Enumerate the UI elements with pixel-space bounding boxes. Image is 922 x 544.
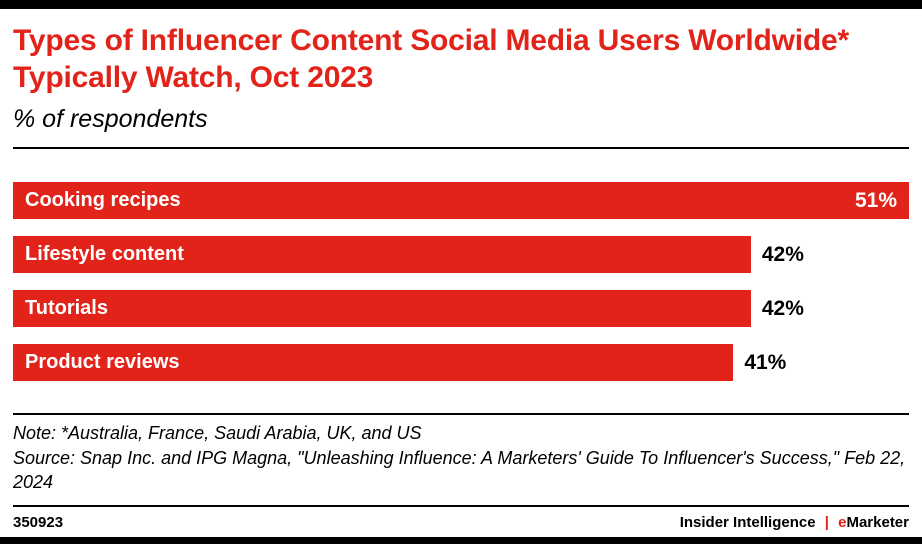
footer-divider (13, 505, 909, 508)
source-text: Source: Snap Inc. and IPG Magna, "Unleas… (13, 447, 906, 492)
bar-row: Product reviews 41% (13, 344, 909, 382)
top-border-rule (0, 0, 922, 9)
note-text: Note: *Australia, France, Saudi Arabia, … (13, 423, 422, 444)
brand-emarketer-rest: Marketer (846, 514, 909, 532)
bar-value-label: 42% (761, 242, 804, 266)
bar-value-label: 42% (761, 296, 804, 320)
chart-subtitle: % of respondents (13, 105, 208, 134)
bar-category-label: Cooking recipes (25, 189, 181, 212)
bar-category-label: Lifestyle content (25, 243, 184, 266)
brand-pipe: | (824, 514, 829, 532)
bar-row: Cooking recipes 51% (13, 182, 909, 220)
bar-category-label: Tutorials (25, 297, 108, 320)
header-divider (13, 147, 909, 150)
brand-lockup: Insider Intelligence | eMarketer (680, 514, 909, 531)
chart-title: Types of Influencer Content Social Media… (13, 24, 849, 95)
bar-category-label: Product reviews (25, 351, 180, 374)
bar-row: Lifestyle content 42% (13, 236, 909, 274)
chart-container: Types of Influencer Content Social Media… (0, 22, 922, 531)
brand-insider-intelligence: Insider Intelligence (679, 514, 816, 532)
bar-row: Tutorials 42% (13, 290, 909, 328)
footnote-block: Note: *Australia, France, Saudi Arabia, … (13, 421, 909, 494)
bar: Tutorials (13, 290, 751, 328)
brand-emarketer: eMarketer (838, 514, 909, 531)
bottom-border-rule (0, 537, 922, 544)
bar: Lifestyle content (13, 236, 751, 274)
bar: Product reviews (13, 344, 734, 382)
brand-emarketer-e: e (838, 514, 847, 532)
chart-id: 350923 (13, 514, 64, 532)
bar: Cooking recipes 51% (13, 182, 909, 220)
note-divider (13, 413, 909, 416)
bar-value-label: 51% (854, 188, 897, 212)
bar-value-label: 41% (744, 350, 787, 374)
bar-chart: Cooking recipes 51% Lifestyle content 42% Tu… (13, 182, 909, 382)
footer: 350923 Insider Intelligence | eMarketer (13, 514, 909, 531)
